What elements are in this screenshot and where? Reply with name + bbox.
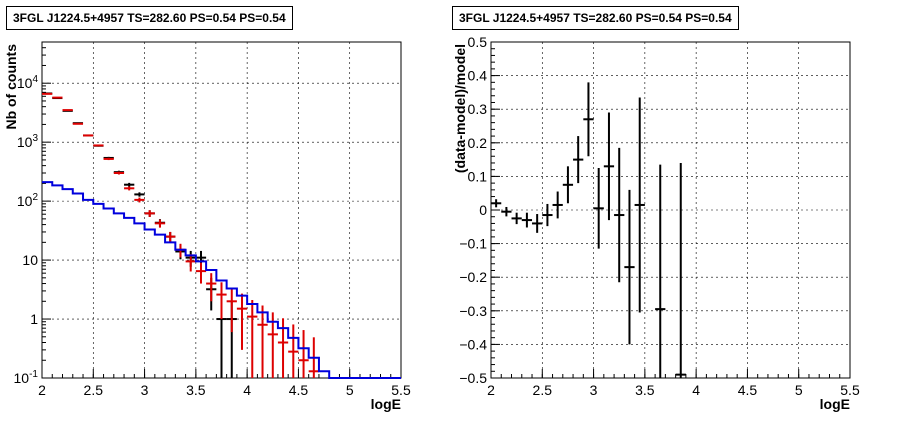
x-tick-label: 3 bbox=[590, 382, 598, 398]
y-tick-label: −0.3 bbox=[459, 303, 487, 319]
x-tick-label: 5 bbox=[346, 382, 354, 398]
y-tick-label: 0.3 bbox=[468, 101, 488, 117]
model-step-line bbox=[42, 181, 401, 379]
series-0-points bbox=[491, 82, 686, 378]
x-tick-label: 5.5 bbox=[391, 382, 411, 398]
x-tick-label: 4 bbox=[243, 382, 251, 398]
y-tick-label: −0.1 bbox=[459, 236, 487, 252]
x-tick-label: 2 bbox=[38, 382, 46, 398]
y-tick-label: −0.2 bbox=[459, 269, 487, 285]
y-tick-label: 10-1 bbox=[14, 369, 39, 386]
y-tick-label: 0.1 bbox=[468, 168, 488, 184]
right-chart-title: 3FGL J1224.5+4957 TS=282.60 PS=0.54 PS=0… bbox=[452, 6, 739, 30]
y-tick-label: 10 bbox=[22, 252, 38, 268]
y-tick-label: −0.4 bbox=[459, 336, 487, 352]
x-tick-label: 2 bbox=[487, 382, 495, 398]
x-tick-label: 5.5 bbox=[840, 382, 860, 398]
y-tick-label: 1 bbox=[30, 311, 38, 327]
y-tick-label: 0.4 bbox=[468, 68, 488, 84]
y-tick-label: −0.5 bbox=[459, 370, 487, 386]
y-tick-label: 0.2 bbox=[468, 135, 488, 151]
y-tick-label: 104 bbox=[17, 74, 39, 91]
y-axis-title: Nb of counts bbox=[3, 44, 19, 130]
x-tick-label: 3.5 bbox=[635, 382, 655, 398]
y-tick-label: 102 bbox=[17, 192, 39, 209]
series-1-points bbox=[42, 92, 319, 378]
plot-frame bbox=[490, 41, 851, 379]
y-tick-label: 0.5 bbox=[468, 34, 488, 50]
x-axis-title: logE bbox=[371, 396, 401, 412]
y-tick-label: 103 bbox=[17, 133, 39, 150]
x-tick-label: 3 bbox=[141, 382, 149, 398]
left-chart-title: 3FGL J1224.5+4957 TS=282.60 PS=0.54 PS=0… bbox=[6, 6, 293, 30]
x-tick-label: 4.5 bbox=[738, 382, 758, 398]
x-tick-label: 2.5 bbox=[84, 382, 104, 398]
y-tick-label: 0 bbox=[479, 202, 487, 218]
x-tick-label: 4.5 bbox=[289, 382, 309, 398]
y-axis-title: (data-model)/model bbox=[452, 44, 468, 173]
x-tick-label: 2.5 bbox=[533, 382, 553, 398]
x-tick-label: 5 bbox=[795, 382, 803, 398]
x-tick-label: 4 bbox=[692, 382, 700, 398]
x-axis-title: logE bbox=[820, 396, 850, 412]
x-tick-label: 3.5 bbox=[186, 382, 206, 398]
